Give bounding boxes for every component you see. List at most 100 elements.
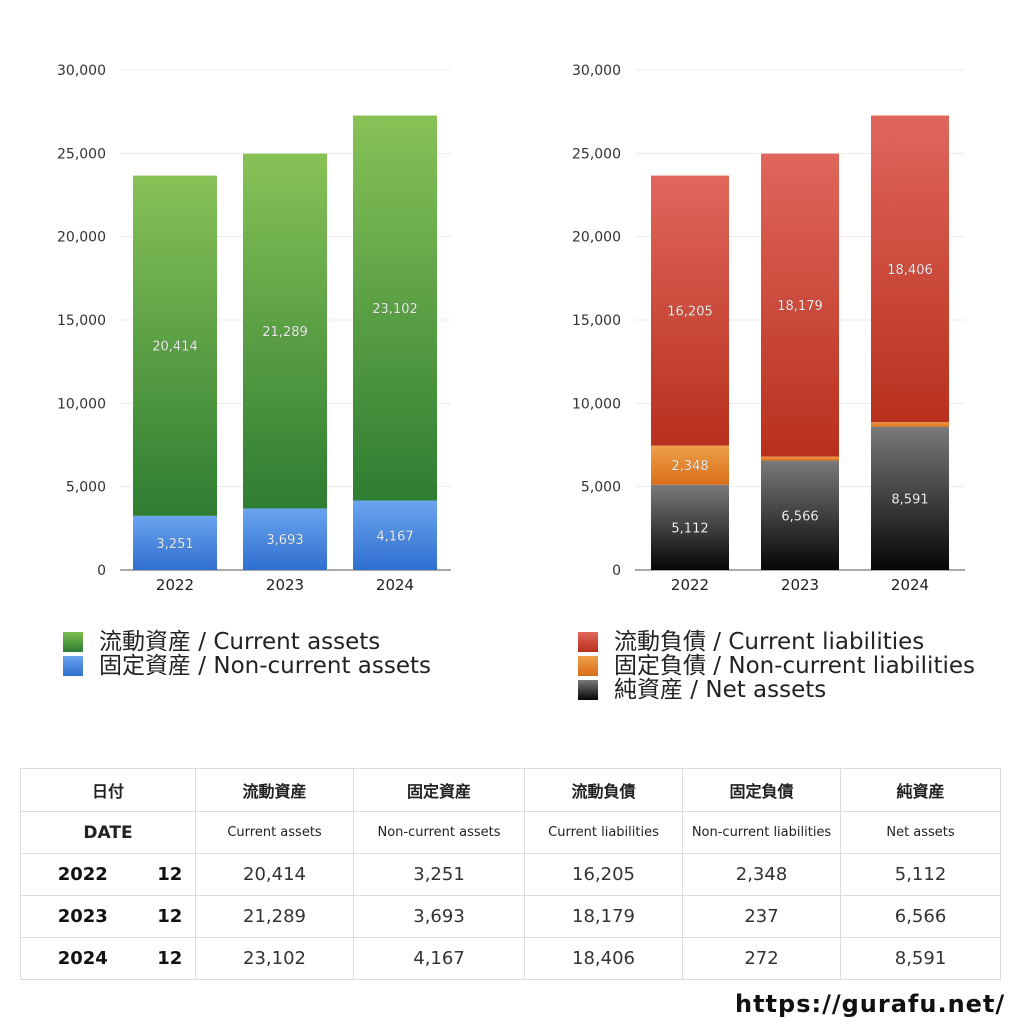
- cell-current-assets: 20,414: [195, 853, 355, 896]
- assets-bar-segment: [133, 175, 217, 516]
- header-current-assets-ja: 流動資産: [195, 768, 355, 812]
- liabilities-bar-segment: [761, 460, 839, 570]
- data-label: 23,102: [372, 302, 418, 317]
- legend-swatch-net-assets: [578, 680, 598, 700]
- data-label: 3,693: [266, 533, 303, 548]
- cell-current-assets: 23,102: [195, 937, 355, 980]
- cell-non-current-assets: 3,693: [353, 895, 526, 938]
- data-label: 18,406: [887, 263, 933, 278]
- row-year: 2022: [20, 853, 145, 896]
- header-current-liabilities-ja: 流動負債: [524, 768, 684, 812]
- header-date-ja: 日付: [19, 768, 197, 812]
- y-tick-label: 0: [612, 563, 621, 579]
- cell-non-current-liabilities: 2,348: [682, 853, 842, 896]
- assets-bar-segment: [243, 508, 327, 570]
- row-year: 2023: [20, 895, 145, 938]
- cell-current-liabilities: 18,179: [524, 895, 684, 938]
- y-tick-label: 15,000: [572, 313, 621, 329]
- row-month: 12: [144, 853, 197, 896]
- y-tick-label: 20,000: [57, 230, 106, 246]
- liabilities-stacked-bar-chart: 0 5,000 10,000 15,000 20,000 25,000 30,000 5,11…: [572, 63, 965, 594]
- legend-item-current-liabilities: 流動負債 / Current liabilities: [578, 630, 975, 654]
- legend-swatch-non-current-assets: [63, 656, 83, 676]
- legend-label-non-current-assets: 固定資産 / Non-current assets: [99, 653, 432, 679]
- liabilities-bar-segment: [761, 456, 839, 461]
- liabilities-bar-segment: [651, 175, 729, 446]
- data-label: 6,566: [781, 509, 818, 524]
- y-tick-label: 0: [97, 563, 106, 579]
- cell-net-assets: 8,591: [840, 937, 1002, 980]
- table-row: 2024 12 23,102 4,167 18,406 272 8,591: [20, 937, 1002, 980]
- x-tick-label: 2023: [266, 576, 304, 594]
- header-non-current-liabilities-ja: 固定負債: [682, 768, 842, 812]
- header-current-assets-en: Current assets: [195, 811, 355, 854]
- cell-current-liabilities: 16,205: [524, 853, 684, 896]
- y-tick-label: 20,000: [572, 230, 621, 246]
- x-tick-label: 2024: [376, 576, 414, 594]
- y-tick-label: 25,000: [57, 146, 106, 162]
- assets-bar-segment: [353, 500, 437, 570]
- y-tick-label: 5,000: [66, 480, 106, 496]
- liabilities-bar-segment: [871, 422, 949, 427]
- x-tick-label: 2023: [781, 576, 819, 594]
- row-year: 2024: [20, 937, 145, 980]
- data-label: 3,251: [156, 537, 193, 552]
- liabilities-bar-segment: [651, 445, 729, 485]
- header-non-current-assets-ja: 固定資産: [353, 768, 526, 812]
- assets-bar-segment: [133, 515, 217, 570]
- legend-item-non-current-liabilities: 固定負債 / Non-current liabilities: [578, 654, 975, 678]
- data-label: 5,112: [671, 521, 708, 536]
- row-month: 12: [144, 937, 197, 980]
- legend-label-current-assets: 流動資産 / Current assets: [99, 629, 381, 655]
- liabilities-legend: 流動負債 / Current liabilities 固定負債 / Non-cu…: [578, 630, 975, 702]
- y-tick-label: 5,000: [581, 480, 621, 496]
- data-label: 18,179: [777, 299, 823, 314]
- legend-swatch-non-current-liabilities: [578, 656, 598, 676]
- y-tick-label: 30,000: [572, 63, 621, 79]
- y-tick-label: 15,000: [57, 313, 106, 329]
- x-tick-label: 2022: [156, 576, 194, 594]
- legend-label-net-assets: 純資産 / Net assets: [614, 677, 827, 703]
- y-tick-label: 25,000: [572, 146, 621, 162]
- liabilities-bar-segment: [871, 115, 949, 423]
- header-non-current-assets-en: Non-current assets: [353, 811, 526, 854]
- header-current-liabilities-en: Current liabilities: [524, 811, 684, 854]
- x-tick-label: 2022: [671, 576, 709, 594]
- table-row: 2022 12 20,414 3,251 16,205 2,348 5,112: [20, 853, 1002, 896]
- legend-label-current-liabilities: 流動負債 / Current liabilities: [614, 629, 925, 655]
- financial-data-table: 日付 流動資産 固定資産 流動負債 固定負債 純資産 DATE Current …: [19, 768, 1002, 980]
- liabilities-bar-segment: [651, 484, 729, 570]
- data-label: 8,591: [891, 492, 928, 507]
- liabilities-bar-segment: [761, 153, 839, 457]
- legend-label-non-current-liabilities: 固定負債 / Non-current liabilities: [614, 653, 975, 679]
- legend-swatch-current-assets: [63, 632, 83, 652]
- cell-non-current-liabilities: 237: [682, 895, 842, 938]
- cell-current-liabilities: 18,406: [524, 937, 684, 980]
- cell-net-assets: 6,566: [840, 895, 1002, 938]
- cell-non-current-assets: 3,251: [353, 853, 526, 896]
- cell-non-current-liabilities: 272: [682, 937, 842, 980]
- table-row: 2023 12 21,289 3,693 18,179 237 6,566: [20, 895, 1002, 938]
- table-header-row-ja: 日付 流動資産 固定資産 流動負債 固定負債 純資産: [19, 768, 1002, 812]
- assets-bar-segment: [353, 115, 437, 501]
- legend-item-net-assets: 純資産 / Net assets: [578, 678, 975, 702]
- assets-legend: 流動資産 / Current assets 固定資産 / Non-current…: [63, 630, 431, 678]
- cell-net-assets: 5,112: [840, 853, 1002, 896]
- site-url-link[interactable]: https://gurafu.net/: [735, 990, 1006, 1018]
- assets-stacked-bar-chart: 0 5,000 10,000 15,000 20,000 25,000 30,000 3,25…: [57, 63, 451, 594]
- data-label: 16,205: [667, 305, 713, 320]
- cell-non-current-assets: 4,167: [353, 937, 526, 980]
- header-date-en: DATE: [19, 811, 197, 854]
- header-net-assets-ja: 純資産: [840, 768, 1002, 812]
- data-label: 2,348: [671, 459, 708, 474]
- liabilities-bar-segment: [871, 426, 949, 570]
- y-tick-label: 10,000: [572, 396, 621, 412]
- legend-item-non-current-assets: 固定資産 / Non-current assets: [63, 654, 431, 678]
- legend-swatch-current-liabilities: [578, 632, 598, 652]
- y-tick-label: 30,000: [57, 63, 106, 79]
- row-month: 12: [144, 895, 197, 938]
- cell-current-assets: 21,289: [195, 895, 355, 938]
- header-non-current-liabilities-en: Non-current liabilities: [682, 811, 842, 854]
- x-tick-label: 2024: [891, 576, 929, 594]
- data-label: 21,289: [262, 325, 308, 340]
